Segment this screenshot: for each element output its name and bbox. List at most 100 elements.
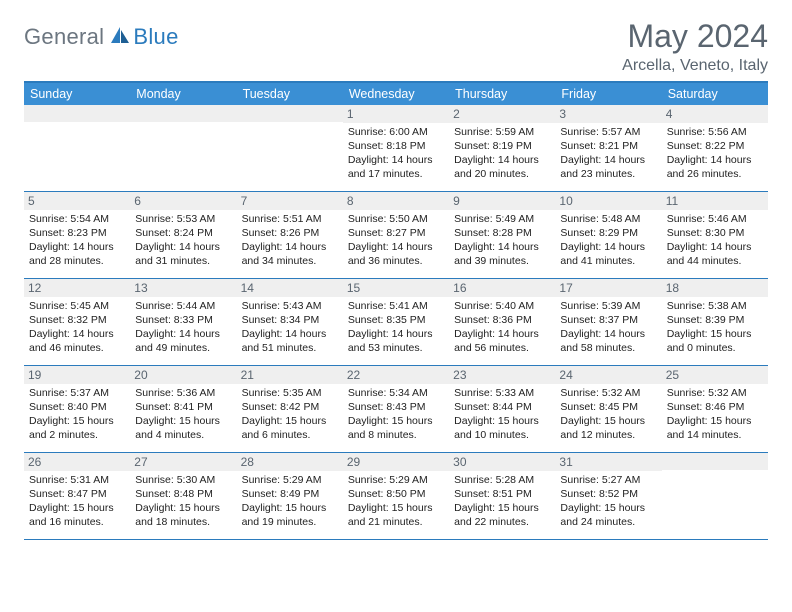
day-sun-info: Sunrise: 5:54 AMSunset: 8:23 PMDaylight:… — [29, 213, 125, 268]
day-sun-info: Sunrise: 5:56 AMSunset: 8:22 PMDaylight:… — [667, 126, 763, 181]
calendar-day-cell: 17 Sunrise: 5:39 AMSunset: 8:37 PMDayligh… — [555, 279, 661, 365]
day-number: 24 — [555, 366, 661, 384]
day-sun-info: Sunrise: 5:43 AMSunset: 8:34 PMDaylight:… — [242, 300, 338, 355]
day-number: 16 — [449, 279, 555, 297]
calendar-day-cell: 10 Sunrise: 5:48 AMSunset: 8:29 PMDayligh… — [555, 192, 661, 278]
calendar-day-cell: 8 Sunrise: 5:50 AMSunset: 8:27 PMDaylight… — [343, 192, 449, 278]
day-number: 23 — [449, 366, 555, 384]
day-sun-info: Sunrise: 5:44 AMSunset: 8:33 PMDaylight:… — [135, 300, 231, 355]
weekday-header: Tuesday — [237, 83, 343, 105]
day-sun-info: Sunrise: 5:30 AMSunset: 8:48 PMDaylight:… — [135, 474, 231, 529]
calendar-day-cell: 16 Sunrise: 5:40 AMSunset: 8:36 PMDayligh… — [449, 279, 555, 365]
calendar-empty-cell — [662, 453, 768, 539]
day-sun-info: Sunrise: 5:32 AMSunset: 8:45 PMDaylight:… — [560, 387, 656, 442]
day-number — [24, 105, 130, 122]
calendar-empty-cell — [237, 105, 343, 191]
day-sun-info: Sunrise: 5:28 AMSunset: 8:51 PMDaylight:… — [454, 474, 550, 529]
calendar-day-cell: 15Sunrise: 5:41 AMSunset: 8:35 PMDayligh… — [343, 279, 449, 365]
day-number: 10 — [555, 192, 661, 210]
day-number: 5 — [24, 192, 130, 210]
day-sun-info: Sunrise: 5:29 AMSunset: 8:49 PMDaylight:… — [242, 474, 338, 529]
calendar-empty-cell — [130, 105, 236, 191]
calendar-day-cell: 5 Sunrise: 5:54 AMSunset: 8:23 PMDaylight… — [24, 192, 130, 278]
day-sun-info: Sunrise: 5:49 AMSunset: 8:28 PMDaylight:… — [454, 213, 550, 268]
day-number: 26 — [24, 453, 130, 471]
calendar-day-cell: 14 Sunrise: 5:43 AMSunset: 8:34 PMDayligh… — [237, 279, 343, 365]
calendar-day-cell: 18Sunrise: 5:38 AMSunset: 8:39 PMDayligh… — [662, 279, 768, 365]
day-number: 25 — [662, 366, 768, 384]
day-number: 6 — [130, 192, 236, 210]
day-number: 18 — [662, 279, 768, 297]
day-sun-info: Sunrise: 5:34 AMSunset: 8:43 PMDaylight:… — [348, 387, 444, 442]
calendar-day-cell: 23Sunrise: 5:33 AMSunset: 8:44 PMDayligh… — [449, 366, 555, 452]
header: General Blue May 2024 Arcella, Veneto, I… — [24, 18, 768, 75]
brand-part2: Blue — [133, 24, 178, 50]
day-number: 27 — [130, 453, 236, 471]
day-number: 1 — [343, 105, 449, 123]
calendar-body: 1 Sunrise: 6:00 AMSunset: 8:18 PMDaylight… — [24, 105, 768, 540]
calendar-day-cell: 9Sunrise: 5:49 AMSunset: 8:28 PMDaylight… — [449, 192, 555, 278]
calendar-day-cell: 28Sunrise: 5:29 AMSunset: 8:49 PMDayligh… — [237, 453, 343, 539]
weekday-header: Thursday — [449, 83, 555, 105]
weekday-header: Friday — [555, 83, 661, 105]
day-number: 14 — [237, 279, 343, 297]
day-sun-info: Sunrise: 5:36 AMSunset: 8:41 PMDaylight:… — [135, 387, 231, 442]
day-number: 30 — [449, 453, 555, 471]
calendar-day-cell: 19Sunrise: 5:37 AMSunset: 8:40 PMDayligh… — [24, 366, 130, 452]
calendar-day-cell: 1 Sunrise: 6:00 AMSunset: 8:18 PMDaylight… — [343, 105, 449, 191]
brand-logo: General Blue — [24, 18, 179, 50]
day-sun-info: Sunrise: 5:37 AMSunset: 8:40 PMDaylight:… — [29, 387, 125, 442]
calendar-week-row: 12Sunrise: 5:45 AMSunset: 8:32 PMDayligh… — [24, 279, 768, 366]
day-sun-info: Sunrise: 5:31 AMSunset: 8:47 PMDaylight:… — [29, 474, 125, 529]
day-sun-info: Sunrise: 5:29 AMSunset: 8:50 PMDaylight:… — [348, 474, 444, 529]
calendar-day-cell: 12Sunrise: 5:45 AMSunset: 8:32 PMDayligh… — [24, 279, 130, 365]
day-number: 22 — [343, 366, 449, 384]
day-sun-info: Sunrise: 5:59 AMSunset: 8:19 PMDaylight:… — [454, 126, 550, 181]
calendar-day-cell: 20 Sunrise: 5:36 AMSunset: 8:41 PMDayligh… — [130, 366, 236, 452]
day-sun-info: Sunrise: 5:27 AMSunset: 8:52 PMDaylight:… — [560, 474, 656, 529]
day-number: 3 — [555, 105, 661, 123]
calendar-day-cell: 11 Sunrise: 5:46 AMSunset: 8:30 PMDayligh… — [662, 192, 768, 278]
day-number — [662, 453, 768, 470]
calendar-day-cell: 31 Sunrise: 5:27 AMSunset: 8:52 PMDayligh… — [555, 453, 661, 539]
day-number: 31 — [555, 453, 661, 471]
calendar-day-cell: 3 Sunrise: 5:57 AMSunset: 8:21 PMDaylight… — [555, 105, 661, 191]
day-number: 2 — [449, 105, 555, 123]
title-block: May 2024 Arcella, Veneto, Italy — [622, 18, 768, 75]
day-sun-info: Sunrise: 5:57 AMSunset: 8:21 PMDaylight:… — [560, 126, 656, 181]
calendar-day-cell: 30 Sunrise: 5:28 AMSunset: 8:51 PMDayligh… — [449, 453, 555, 539]
calendar-day-cell: 26 Sunrise: 5:31 AMSunset: 8:47 PMDayligh… — [24, 453, 130, 539]
calendar-day-cell: 27 Sunrise: 5:30 AMSunset: 8:48 PMDayligh… — [130, 453, 236, 539]
weekday-header: Monday — [130, 83, 236, 105]
day-sun-info: Sunrise: 5:39 AMSunset: 8:37 PMDaylight:… — [560, 300, 656, 355]
weekday-header: Wednesday — [343, 83, 449, 105]
day-number: 15 — [343, 279, 449, 297]
weekday-header: Sunday — [24, 83, 130, 105]
day-number: 11 — [662, 192, 768, 210]
day-sun-info: Sunrise: 5:45 AMSunset: 8:32 PMDaylight:… — [29, 300, 125, 355]
day-sun-info: Sunrise: 5:50 AMSunset: 8:27 PMDaylight:… — [348, 213, 444, 268]
day-number — [237, 105, 343, 122]
calendar-day-cell: 6Sunrise: 5:53 AMSunset: 8:24 PMDaylight… — [130, 192, 236, 278]
day-sun-info: Sunrise: 5:32 AMSunset: 8:46 PMDaylight:… — [667, 387, 763, 442]
day-sun-info: Sunrise: 5:40 AMSunset: 8:36 PMDaylight:… — [454, 300, 550, 355]
day-sun-info: Sunrise: 6:00 AMSunset: 8:18 PMDaylight:… — [348, 126, 444, 181]
brand-part1: General — [24, 24, 104, 50]
location-subtitle: Arcella, Veneto, Italy — [622, 57, 768, 75]
calendar-table: SundayMondayTuesdayWednesdayThursdayFrid… — [24, 81, 768, 540]
day-sun-info: Sunrise: 5:51 AMSunset: 8:26 PMDaylight:… — [242, 213, 338, 268]
day-number: 8 — [343, 192, 449, 210]
weekday-header: Saturday — [662, 83, 768, 105]
day-number: 20 — [130, 366, 236, 384]
day-number: 21 — [237, 366, 343, 384]
day-sun-info: Sunrise: 5:35 AMSunset: 8:42 PMDaylight:… — [242, 387, 338, 442]
calendar-day-cell: 2 Sunrise: 5:59 AMSunset: 8:19 PMDaylight… — [449, 105, 555, 191]
calendar-week-row: 1 Sunrise: 6:00 AMSunset: 8:18 PMDaylight… — [24, 105, 768, 192]
day-number: 7 — [237, 192, 343, 210]
day-number: 17 — [555, 279, 661, 297]
calendar-week-row: 26 Sunrise: 5:31 AMSunset: 8:47 PMDayligh… — [24, 453, 768, 540]
calendar-week-row: 5 Sunrise: 5:54 AMSunset: 8:23 PMDaylight… — [24, 192, 768, 279]
day-sun-info: Sunrise: 5:48 AMSunset: 8:29 PMDaylight:… — [560, 213, 656, 268]
calendar-day-cell: 7 Sunrise: 5:51 AMSunset: 8:26 PMDaylight… — [237, 192, 343, 278]
day-sun-info: Sunrise: 5:46 AMSunset: 8:30 PMDaylight:… — [667, 213, 763, 268]
